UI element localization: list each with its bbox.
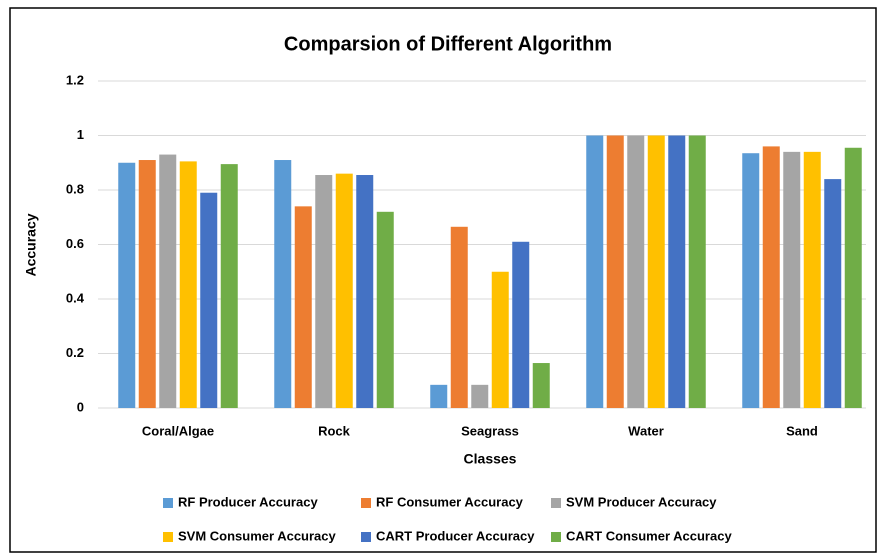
- y-tick-label: 0.6: [66, 236, 84, 251]
- bar: [430, 384, 448, 408]
- bar: [824, 179, 842, 408]
- x-tick-label: Sand: [786, 423, 818, 438]
- legend-label: SVM Producer Accuracy: [566, 494, 717, 509]
- y-tick-label: 0.2: [66, 345, 84, 360]
- bar: [315, 175, 333, 408]
- bar: [159, 154, 177, 408]
- bar: [220, 164, 238, 408]
- bar: [118, 162, 136, 408]
- bar: [844, 147, 862, 408]
- bar: [783, 151, 801, 408]
- legend-label: RF Producer Accuracy: [178, 494, 318, 509]
- bar: [200, 192, 218, 408]
- legend-swatch: [361, 498, 371, 508]
- y-tick-label: 1: [77, 127, 84, 142]
- bar: [627, 135, 645, 408]
- bar: [471, 384, 489, 408]
- x-tick-label: Coral/Algae: [142, 423, 214, 438]
- bar: [803, 151, 821, 408]
- y-tick-label: 0.4: [66, 290, 85, 305]
- bar: [491, 271, 509, 408]
- bar: [647, 135, 665, 408]
- chart-title: Comparsion of Different Algorithm: [284, 33, 612, 55]
- bar: [586, 135, 604, 408]
- y-tick-label: 0.8: [66, 181, 84, 196]
- x-axis-title: Classes: [464, 451, 517, 467]
- legend-swatch: [163, 498, 173, 508]
- y-tick-label: 1.2: [66, 72, 84, 87]
- y-axis-title: Accuracy: [23, 213, 39, 276]
- x-tick-label: Rock: [318, 423, 351, 438]
- bar: [356, 175, 374, 408]
- bar: [138, 160, 156, 408]
- bar: [450, 226, 468, 408]
- legend-label: SVM Consumer Accuracy: [178, 528, 337, 543]
- bar: [762, 146, 780, 408]
- legend-swatch: [361, 532, 371, 542]
- bar: [532, 363, 550, 408]
- legend-swatch: [551, 498, 561, 508]
- bar: [294, 206, 312, 408]
- x-tick-label: Water: [628, 423, 664, 438]
- bar: [274, 160, 292, 408]
- legend-label: CART Producer Accuracy: [376, 528, 535, 543]
- legend-swatch: [163, 532, 173, 542]
- legend-swatch: [551, 532, 561, 542]
- bar: [512, 241, 530, 408]
- bar: [179, 161, 197, 408]
- legend-label: RF Consumer Accuracy: [376, 494, 524, 509]
- legend-label: CART Consumer Accuracy: [566, 528, 732, 543]
- bar: [376, 211, 394, 408]
- y-tick-label: 0: [77, 399, 84, 414]
- bar: [688, 135, 706, 408]
- bar: [668, 135, 686, 408]
- bar: [742, 153, 760, 408]
- bar: [335, 173, 353, 408]
- bar: [606, 135, 624, 408]
- x-tick-label: Seagrass: [461, 423, 519, 438]
